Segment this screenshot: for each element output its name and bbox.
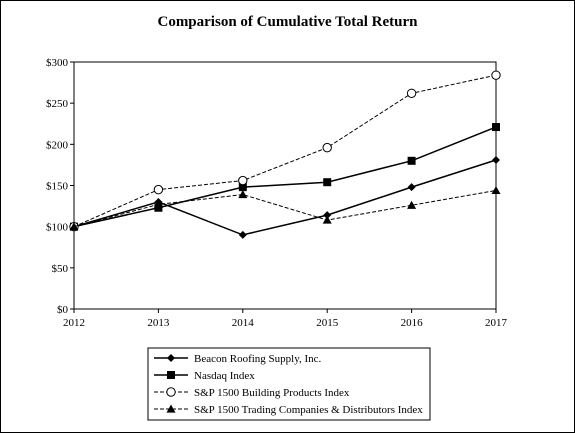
data-point <box>69 222 79 231</box>
data-point <box>491 185 501 195</box>
series-layer <box>69 70 501 239</box>
data-point <box>238 175 248 186</box>
data-point <box>407 156 416 165</box>
y-tick-label: $100 <box>46 222 69 234</box>
data-point <box>322 142 332 153</box>
series-line <box>70 123 500 231</box>
series-path <box>73 189 497 228</box>
data-point <box>407 200 417 209</box>
y-tick-label: $300 <box>46 57 69 69</box>
series-path <box>73 159 497 236</box>
x-tick-label: 2017 <box>485 317 508 329</box>
legend-entry: Beacon Roofing Supply, Inc. <box>154 353 322 365</box>
data-point <box>238 190 248 199</box>
data-point <box>167 371 175 379</box>
data-point <box>492 123 500 132</box>
legend-label: Nasdaq Index <box>194 370 255 382</box>
legend-label: S&P 1500 Trading Companies & Distributor… <box>194 404 423 416</box>
x-tick-label: 2015 <box>316 317 339 329</box>
data-point <box>406 88 417 98</box>
data-point <box>166 387 176 397</box>
data-point <box>238 183 247 192</box>
data-point <box>491 70 501 80</box>
plot-area: $0 $50 $100 $150 $200 $250 $300 2012 2013 2014 201… <box>46 57 508 329</box>
legend-box <box>147 347 431 421</box>
data-point <box>166 404 176 413</box>
y-tick-label: $50 <box>52 263 69 275</box>
data-point <box>153 199 163 209</box>
series-path <box>73 126 497 228</box>
x-tick-label: 2013 <box>147 317 170 329</box>
x-tick-label: 2014 <box>232 317 255 329</box>
series-path <box>73 74 497 228</box>
legend-entry: Nasdaq Index <box>154 370 255 382</box>
chart-title: Comparison of Cumulative Total Return <box>157 14 418 30</box>
data-point <box>153 184 164 195</box>
data-point <box>238 230 247 239</box>
legend-entry: S&P 1500 Trading Companies & Distributor… <box>154 404 423 416</box>
data-point <box>407 183 416 192</box>
legend-entry: S&P 1500 Building Products Index <box>154 387 350 399</box>
series-line <box>69 70 501 232</box>
data-point <box>492 155 500 164</box>
legend-label: S&P 1500 Building Products Index <box>194 387 350 399</box>
series-line <box>70 155 500 239</box>
x-tick-label: 2016 <box>401 317 424 329</box>
data-point <box>167 354 175 362</box>
y-tick-label: $200 <box>46 139 69 151</box>
data-point <box>323 178 332 187</box>
y-tick-label: $250 <box>46 98 69 110</box>
y-tick-label: $0 <box>57 304 69 316</box>
data-point <box>323 211 332 220</box>
series-line <box>69 185 501 231</box>
data-point <box>322 215 332 224</box>
x-tick-label: 2012 <box>63 317 85 329</box>
y-tick-label: $150 <box>46 181 69 193</box>
legend: Beacon Roofing Supply, Inc. Nasdaq Index S… <box>147 347 431 421</box>
legend-label: Beacon Roofing Supply, Inc. <box>194 353 322 365</box>
plot-border <box>73 61 497 310</box>
